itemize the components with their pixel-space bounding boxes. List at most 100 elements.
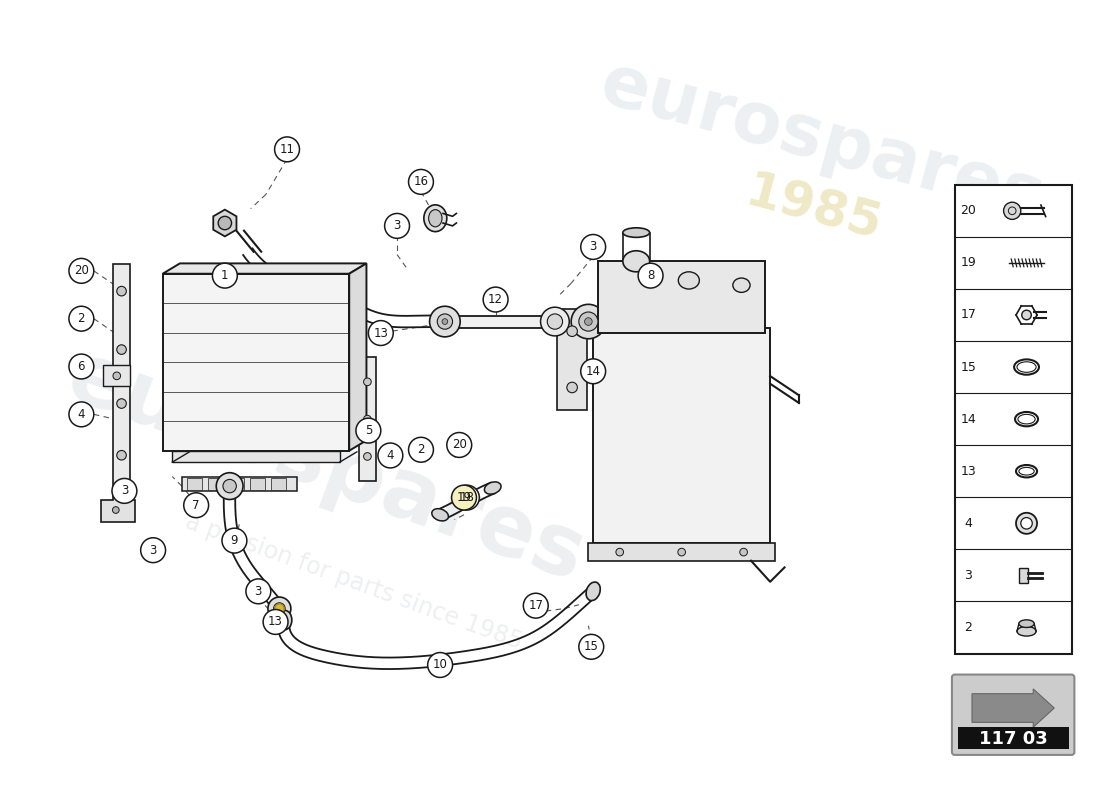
Bar bbox=[229, 478, 244, 490]
Circle shape bbox=[566, 382, 578, 393]
Circle shape bbox=[274, 603, 285, 614]
Bar bbox=[1019, 568, 1028, 583]
Text: 20: 20 bbox=[960, 204, 976, 218]
Circle shape bbox=[454, 485, 480, 510]
Circle shape bbox=[222, 528, 246, 553]
Text: 6: 6 bbox=[78, 360, 85, 373]
Circle shape bbox=[385, 214, 409, 238]
Circle shape bbox=[581, 234, 606, 259]
Ellipse shape bbox=[429, 210, 442, 227]
Circle shape bbox=[112, 478, 136, 503]
Circle shape bbox=[571, 304, 606, 338]
Text: 2: 2 bbox=[417, 443, 425, 456]
Text: 16: 16 bbox=[414, 175, 429, 188]
Text: eurospares: eurospares bbox=[55, 334, 595, 599]
Text: 3: 3 bbox=[394, 219, 400, 232]
Bar bbox=[440, 316, 593, 328]
Circle shape bbox=[117, 450, 126, 460]
Circle shape bbox=[540, 307, 570, 336]
Circle shape bbox=[141, 538, 166, 562]
Circle shape bbox=[548, 314, 562, 330]
Circle shape bbox=[452, 485, 476, 510]
Bar bbox=[557, 309, 587, 410]
Bar bbox=[271, 478, 286, 490]
Text: 11: 11 bbox=[279, 143, 295, 156]
Ellipse shape bbox=[623, 250, 650, 272]
Circle shape bbox=[368, 321, 393, 346]
Bar bbox=[593, 328, 770, 543]
Text: 2: 2 bbox=[965, 621, 972, 634]
Circle shape bbox=[447, 433, 472, 458]
Text: 20: 20 bbox=[74, 264, 89, 278]
Bar bbox=[359, 357, 376, 482]
Text: 3: 3 bbox=[255, 585, 262, 598]
Bar bbox=[598, 262, 766, 333]
Circle shape bbox=[584, 318, 592, 326]
Ellipse shape bbox=[1019, 620, 1034, 627]
Ellipse shape bbox=[432, 509, 449, 521]
Text: 13: 13 bbox=[268, 615, 283, 629]
Text: 5: 5 bbox=[365, 424, 372, 437]
Text: 4: 4 bbox=[386, 449, 394, 462]
Ellipse shape bbox=[679, 272, 700, 289]
Text: 15: 15 bbox=[960, 361, 976, 374]
Text: 20: 20 bbox=[452, 438, 466, 451]
Ellipse shape bbox=[484, 482, 502, 494]
Circle shape bbox=[117, 398, 126, 408]
Circle shape bbox=[217, 473, 243, 499]
Circle shape bbox=[524, 594, 548, 618]
Text: 7: 7 bbox=[192, 498, 200, 512]
Ellipse shape bbox=[733, 278, 750, 292]
Circle shape bbox=[430, 306, 460, 337]
Text: 19: 19 bbox=[456, 491, 472, 504]
Circle shape bbox=[263, 610, 288, 634]
FancyBboxPatch shape bbox=[952, 674, 1075, 755]
Text: 18: 18 bbox=[460, 491, 474, 504]
Text: 4: 4 bbox=[78, 408, 85, 421]
Bar bbox=[955, 185, 1071, 654]
Circle shape bbox=[581, 359, 606, 384]
Ellipse shape bbox=[278, 610, 292, 630]
Text: 9: 9 bbox=[231, 534, 239, 547]
Circle shape bbox=[69, 258, 94, 283]
Text: 3: 3 bbox=[965, 569, 972, 582]
Text: 14: 14 bbox=[585, 365, 601, 378]
Bar bbox=[103, 366, 130, 386]
Circle shape bbox=[113, 372, 121, 380]
Circle shape bbox=[69, 354, 94, 379]
Circle shape bbox=[1016, 513, 1037, 534]
Circle shape bbox=[740, 548, 747, 556]
Circle shape bbox=[117, 286, 126, 296]
Circle shape bbox=[364, 453, 371, 460]
Circle shape bbox=[223, 479, 236, 493]
Circle shape bbox=[378, 443, 403, 468]
Ellipse shape bbox=[623, 228, 650, 238]
Text: 117 03: 117 03 bbox=[979, 730, 1047, 748]
Circle shape bbox=[246, 579, 271, 604]
Bar bbox=[173, 450, 340, 462]
Bar bbox=[250, 478, 265, 490]
Circle shape bbox=[408, 170, 433, 194]
Circle shape bbox=[1003, 202, 1021, 219]
Bar bbox=[588, 543, 774, 561]
Circle shape bbox=[566, 326, 578, 337]
Circle shape bbox=[579, 634, 604, 659]
Circle shape bbox=[616, 548, 624, 556]
Polygon shape bbox=[163, 263, 366, 274]
Circle shape bbox=[408, 438, 433, 462]
Circle shape bbox=[275, 137, 299, 162]
Text: 17: 17 bbox=[960, 309, 976, 322]
Circle shape bbox=[1021, 518, 1032, 529]
Circle shape bbox=[212, 263, 238, 288]
Bar bbox=[163, 274, 349, 450]
Text: 17: 17 bbox=[528, 599, 543, 612]
Circle shape bbox=[117, 345, 126, 354]
Bar bbox=[208, 478, 223, 490]
Text: 1985: 1985 bbox=[739, 167, 887, 250]
Circle shape bbox=[364, 378, 371, 386]
Text: 10: 10 bbox=[432, 658, 448, 671]
Polygon shape bbox=[101, 489, 135, 522]
Circle shape bbox=[275, 604, 284, 614]
Text: 15: 15 bbox=[584, 640, 598, 654]
Circle shape bbox=[579, 312, 598, 331]
